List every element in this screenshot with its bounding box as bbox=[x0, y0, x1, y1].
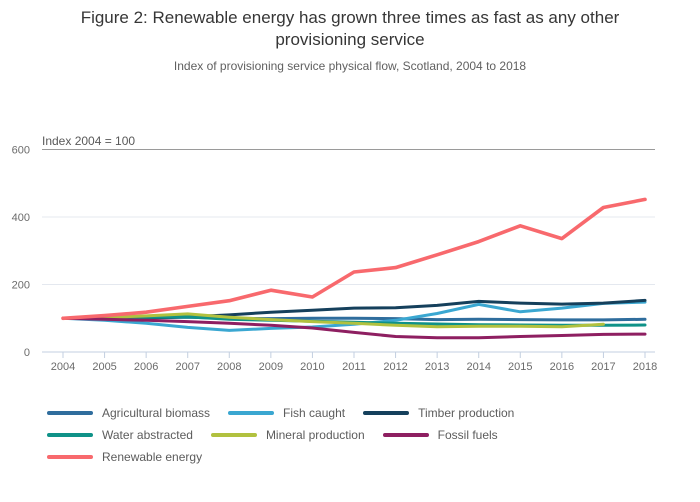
x-tick-label-2009: 2009 bbox=[259, 361, 283, 373]
chart-legend: Agricultural biomass Fish caught Timber pr… bbox=[47, 406, 677, 472]
legend-label-timber-production: Timber production bbox=[418, 406, 515, 420]
x-tick-label-2010: 2010 bbox=[300, 361, 324, 373]
legend-item-timber-production[interactable]: Timber production bbox=[363, 406, 514, 420]
legend-swatch-timber-production bbox=[363, 411, 410, 415]
x-tick-label-2013: 2013 bbox=[425, 361, 449, 373]
y-tick-label-0: 0 bbox=[24, 347, 30, 359]
x-tick-label-2017: 2017 bbox=[591, 361, 615, 373]
legend-swatch-agricultural-biomass bbox=[47, 411, 93, 415]
x-tick-label-2008: 2008 bbox=[217, 361, 241, 373]
y-gridlines: 0 200 400 600 bbox=[12, 145, 655, 359]
series-line-fossil-fuels bbox=[61, 316, 647, 340]
y-tick-label-400: 400 bbox=[12, 212, 30, 224]
series-line-renewable-energy bbox=[61, 197, 647, 321]
x-tick-label-2006: 2006 bbox=[134, 361, 158, 373]
x-tick-label-2014: 2014 bbox=[466, 361, 490, 373]
legend-label-fish-caught: Fish caught bbox=[283, 406, 346, 420]
x-tick-label-2018: 2018 bbox=[633, 361, 657, 373]
legend-label-mineral-production: Mineral production bbox=[265, 428, 365, 442]
legend-label-agricultural-biomass: Agricultural biomass bbox=[102, 406, 211, 420]
legend-item-water-abstracted[interactable]: Water abstracted bbox=[47, 428, 193, 442]
legend-item-mineral-production[interactable]: Mineral production bbox=[210, 428, 365, 442]
legend-label-water-abstracted: Water abstracted bbox=[102, 428, 193, 442]
x-tick-label-2007: 2007 bbox=[175, 361, 199, 373]
legend-swatch-renewable-energy bbox=[47, 455, 93, 459]
legend-item-fossil-fuels[interactable]: Fossil fuels bbox=[382, 428, 498, 442]
x-tick-label-2011: 2011 bbox=[342, 361, 366, 373]
legend-row-2: Water abstracted Mineral production Fossil… bbox=[47, 428, 677, 442]
legend-row-1: Agricultural biomass Fish caught Timber pr… bbox=[47, 406, 677, 420]
chart-area: 0 200 400 600 Index 2004 = 100 2004 2005 2006 20… bbox=[0, 130, 700, 385]
axis-annotation: Index 2004 = 100 bbox=[42, 134, 135, 148]
x-axis: 2004 2005 2006 2007 2008 2009 2010 2011 2012 2013… bbox=[51, 352, 657, 373]
legend-swatch-mineral-production bbox=[210, 433, 257, 437]
page-subtitle: Index of provisioning service physical f… bbox=[173, 58, 527, 73]
legend-swatch-fish-caught bbox=[228, 411, 275, 415]
chart-header: Figure 2: Renewable energy has grown thr… bbox=[0, 7, 700, 73]
legend-label-fossil-fuels: Fossil fuels bbox=[437, 428, 498, 442]
x-tick-label-2015: 2015 bbox=[508, 361, 532, 373]
legend-swatch-fossil-fuels bbox=[382, 433, 429, 437]
x-tick-label-2005: 2005 bbox=[92, 361, 116, 373]
y-tick-label-200: 200 bbox=[12, 280, 30, 292]
legend-item-renewable-energy[interactable]: Renewable energy bbox=[47, 450, 202, 464]
legend-label-renewable-energy: Renewable energy bbox=[102, 450, 203, 464]
legend-row-3: Renewable energy bbox=[47, 450, 677, 464]
legend-item-agricultural-biomass[interactable]: Agricultural biomass bbox=[47, 406, 210, 420]
x-tick-label-2004: 2004 bbox=[51, 361, 75, 373]
page-title: Figure 2: Renewable energy has grown thr… bbox=[80, 8, 620, 50]
x-tick-label-2012: 2012 bbox=[383, 361, 407, 373]
x-tick-label-2016: 2016 bbox=[550, 361, 574, 373]
legend-swatch-water-abstracted bbox=[47, 433, 93, 437]
series-line-mineral-production bbox=[61, 312, 605, 329]
legend-item-fish-caught[interactable]: Fish caught bbox=[228, 406, 345, 420]
y-tick-label-600: 600 bbox=[12, 145, 30, 157]
